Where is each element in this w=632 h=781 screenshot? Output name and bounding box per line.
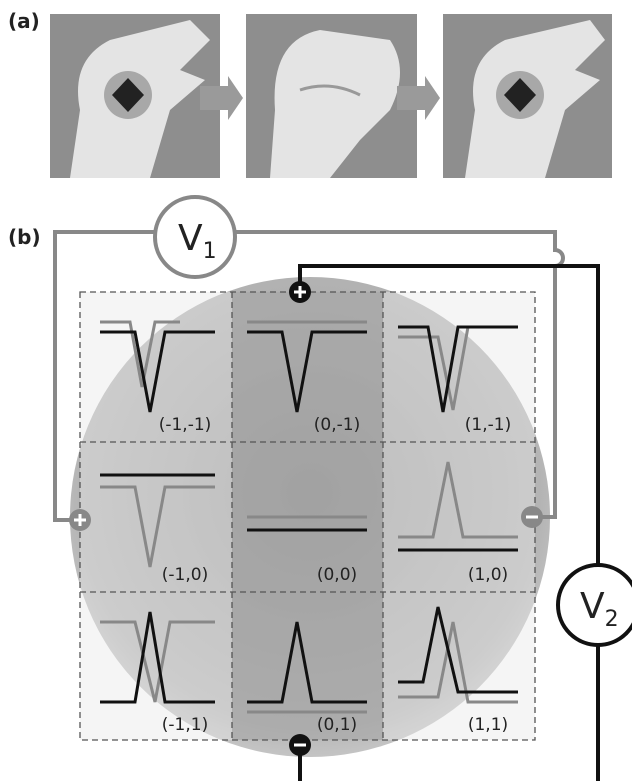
cell-label: (1,0) <box>468 565 508 585</box>
cell-label: (0,0) <box>317 565 357 585</box>
electrode <box>521 506 543 528</box>
cell-label: (1,-1) <box>465 415 511 435</box>
voltmeter: V1 <box>155 197 235 277</box>
cell-label: (0,1) <box>317 715 357 735</box>
figure: (a) (b) V1 V2 (-1,-1)(0,-1)(1 <box>0 0 632 781</box>
voltmeter: V2 <box>558 565 632 645</box>
photo <box>50 14 220 178</box>
panel-label: (b) <box>8 225 41 249</box>
cell-label: (1,1) <box>468 715 508 735</box>
cell-label: (-1,1) <box>162 715 208 735</box>
cell-label: (0,-1) <box>314 415 360 435</box>
cell-label: (-1,-1) <box>159 415 212 435</box>
photo <box>246 14 417 178</box>
cell-label: (-1,0) <box>162 565 208 585</box>
electrode <box>69 509 91 531</box>
electrode <box>289 734 311 756</box>
panel-label: (a) <box>8 9 40 33</box>
electrode <box>289 281 311 303</box>
photo <box>443 14 612 178</box>
